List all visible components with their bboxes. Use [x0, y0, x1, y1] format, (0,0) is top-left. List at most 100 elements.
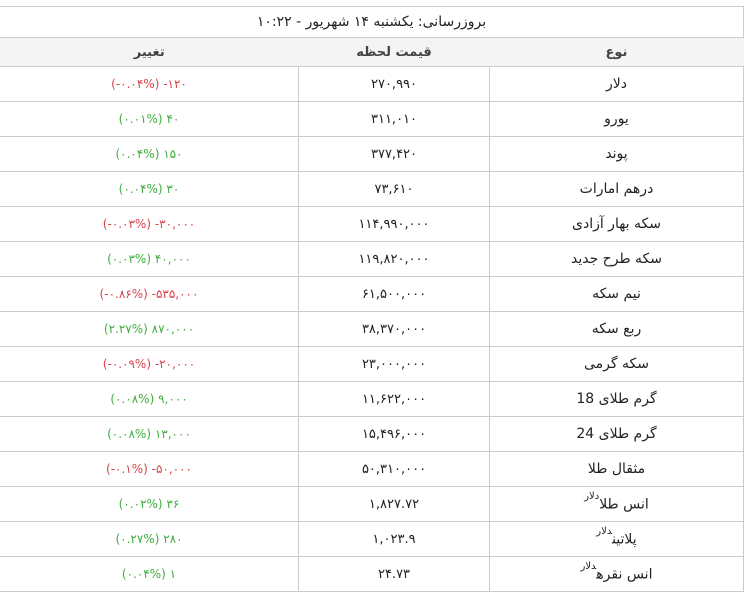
- item-change: (-۰.۰۹%) -۲۰,۰۰۰: [0, 346, 299, 382]
- item-name-text: پلاتین: [612, 531, 637, 548]
- change-percent: -۰.۰۳%: [107, 217, 147, 231]
- item-change: (-۰.۱%) -۵۰,۰۰۰: [0, 451, 299, 487]
- change-value: ۸۷۰,۰۰۰: [151, 322, 195, 336]
- item-name-text: سکه طرح جدید: [570, 251, 663, 267]
- item-price: ۲۷۰,۹۹۰: [298, 66, 490, 102]
- change-value: ۱۳,۰۰۰: [154, 427, 191, 441]
- item-change: (-۰.۸۶%) -۵۳۵,۰۰۰: [0, 276, 299, 312]
- item-name-text: یورو: [604, 111, 629, 127]
- item-price: ۶۱,۵۰۰,۰۰۰: [298, 276, 490, 312]
- change-percent: -۰.۱%: [110, 462, 144, 476]
- item-price: ۱,۰۲۳.۹: [298, 521, 490, 557]
- change-value: ۴۰: [166, 112, 180, 126]
- table-row: دلار ۲۷۰,۹۹۰ (-۰.۰۴%) -۱۲۰: [0, 66, 744, 102]
- item-name: پلاتیندلار: [489, 521, 744, 557]
- change-percent: -۰.۸۶%: [104, 287, 144, 301]
- item-name: انس طلادلار: [489, 486, 744, 522]
- item-price: ۱۵,۴۹۶,۰۰۰: [298, 416, 490, 452]
- change-value: ۴۰,۰۰۰: [154, 252, 191, 266]
- item-name: نیم سکه: [489, 276, 744, 312]
- item-name: پوند: [489, 136, 744, 172]
- item-change: (۰.۰۸%) ۱۳,۰۰۰: [0, 416, 299, 452]
- item-name-text: مثقال طلا: [587, 461, 646, 477]
- item-price: ۱۱۹,۸۲۰,۰۰۰: [298, 241, 490, 277]
- change-value: -۵۰,۰۰۰: [151, 462, 192, 476]
- item-name-text: گرم طلای 18: [576, 391, 657, 407]
- header-name: نوع: [489, 37, 744, 67]
- item-name-text: سکه بهار آزادی: [572, 216, 661, 232]
- item-name: یورو: [489, 101, 744, 137]
- item-name: سکه طرح جدید: [489, 241, 744, 277]
- update-timestamp: بروزرسانی: یکشنبه ۱۴ شهریور - ۱۰:۲۲: [0, 6, 744, 38]
- table-row: یورو ۳۱۱,۰۱۰ (۰.۰۱%) ۴۰: [0, 101, 744, 137]
- item-change: (۰.۰۳%) ۴۰,۰۰۰: [0, 241, 299, 277]
- item-name-text: ربع سکه: [591, 321, 642, 337]
- item-change: (-۰.۰۴%) -۱۲۰: [0, 66, 299, 102]
- item-name-text: نیم سکه: [592, 286, 641, 302]
- change-percent: ۰.۰۳%: [111, 252, 147, 266]
- item-name-text: انس طلا: [599, 496, 649, 513]
- item-change: (۲.۲۷%) ۸۷۰,۰۰۰: [0, 311, 299, 347]
- item-price: ۳۷۷,۴۲۰: [298, 136, 490, 172]
- item-price: ۲۳,۰۰۰,۰۰۰: [298, 346, 490, 382]
- change-percent: ۰.۰۸%: [115, 392, 150, 406]
- header-change: تغییر: [0, 37, 299, 67]
- item-name: درهم امارات: [489, 171, 744, 207]
- item-price: ۱,۸۲۷.۷۲: [298, 486, 490, 522]
- unit-label: دلار: [580, 561, 597, 573]
- item-name: مثقال طلا: [489, 451, 744, 487]
- item-change: (۰.۰۴%) ۱: [0, 556, 299, 592]
- item-name: گرم طلای 24: [489, 416, 744, 452]
- change-value: -۳۰,۰۰۰: [154, 217, 196, 231]
- item-name-text: سکه گرمی: [584, 356, 649, 372]
- table-row: پلاتیندلار ۱,۰۲۳.۹ (۰.۲۷%) ۲۸۰: [0, 521, 744, 557]
- change-percent: ۰.۰۱%: [123, 112, 158, 126]
- item-price: ۲۴.۷۳: [298, 556, 490, 592]
- item-name: ربع سکه: [489, 311, 744, 347]
- unit-label: دلار: [596, 526, 613, 538]
- change-percent: ۰.۰۴%: [120, 147, 155, 161]
- item-name-text: درهم امارات: [579, 181, 654, 197]
- unit-label: دلار: [584, 491, 600, 503]
- table-header: نوع قیمت لحظه تغییر: [0, 37, 744, 67]
- change-value: ۱: [169, 567, 177, 581]
- change-value: ۱۵۰: [163, 147, 183, 161]
- table-row: گرم طلای 18 ۱۱,۶۲۲,۰۰۰ (۰.۰۸%) ۹,۰۰۰: [0, 381, 744, 417]
- table-row: پوند ۳۷۷,۴۲۰ (۰.۰۴%) ۱۵۰: [0, 136, 744, 172]
- change-value: -۵۳۵,۰۰۰: [151, 287, 199, 301]
- table-row: نیم سکه ۶۱,۵۰۰,۰۰۰ (-۰.۸۶%) -۵۳۵,۰۰۰: [0, 276, 744, 312]
- change-percent: -۰.۰۹%: [107, 357, 147, 371]
- change-percent: -۰.۰۴%: [115, 77, 155, 91]
- item-change: (۰.۰۱%) ۴۰: [0, 101, 299, 137]
- item-name: انس نقرهدلار: [489, 556, 744, 592]
- table-row: مثقال طلا ۵۰,۳۱۰,۰۰۰ (-۰.۱%) -۵۰,۰۰۰: [0, 451, 744, 487]
- table-row: سکه بهار آزادی ۱۱۴,۹۹۰,۰۰۰ (-۰.۰۳%) -۳۰,۰۰…: [0, 206, 744, 242]
- item-price: ۱۱,۶۲۲,۰۰۰: [298, 381, 490, 417]
- item-change: (۰.۲۷%) ۲۸۰: [0, 521, 299, 557]
- item-name-text: پوند: [605, 146, 628, 162]
- item-price: ۱۱۴,۹۹۰,۰۰۰: [298, 206, 490, 242]
- item-change: (۰.۰۸%) ۹,۰۰۰: [0, 381, 299, 417]
- change-value: ۹,۰۰۰: [158, 392, 188, 406]
- item-name: سکه گرمی: [489, 346, 744, 382]
- change-value: ۳۶: [166, 497, 180, 511]
- currency-price-table: بروزرسانی: یکشنبه ۱۴ شهریور - ۱۰:۲۲ نوع …: [0, 6, 744, 592]
- item-price: ۷۳,۶۱۰: [298, 171, 490, 207]
- table-row: گرم طلای 24 ۱۵,۴۹۶,۰۰۰ (۰.۰۸%) ۱۳,۰۰۰: [0, 416, 744, 452]
- item-change: (-۰.۰۳%) -۳۰,۰۰۰: [0, 206, 299, 242]
- change-percent: ۰.۲۷%: [120, 532, 155, 546]
- change-value: -۱۲۰: [163, 77, 187, 91]
- item-price: ۳۱۱,۰۱۰: [298, 101, 490, 137]
- table-row: انس نقرهدلار ۲۴.۷۳ (۰.۰۴%) ۱: [0, 556, 744, 592]
- change-percent: ۰.۰۴%: [126, 567, 162, 581]
- item-name: دلار: [489, 66, 744, 102]
- item-change: (۰.۰۴%) ۳۰: [0, 171, 299, 207]
- item-price: ۳۸,۳۷۰,۰۰۰: [298, 311, 490, 347]
- item-change: (۰.۰۴%) ۱۵۰: [0, 136, 299, 172]
- change-percent: ۰.۰۸%: [111, 427, 147, 441]
- item-name: سکه بهار آزادی: [489, 206, 744, 242]
- update-title-row: بروزرسانی: یکشنبه ۱۴ شهریور - ۱۰:۲۲: [0, 6, 744, 38]
- table-row: انس طلادلار ۱,۸۲۷.۷۲ (۰.۰۲%) ۳۶: [0, 486, 744, 522]
- item-name-text: انس نقره: [596, 566, 653, 583]
- item-name: گرم طلای 18: [489, 381, 744, 417]
